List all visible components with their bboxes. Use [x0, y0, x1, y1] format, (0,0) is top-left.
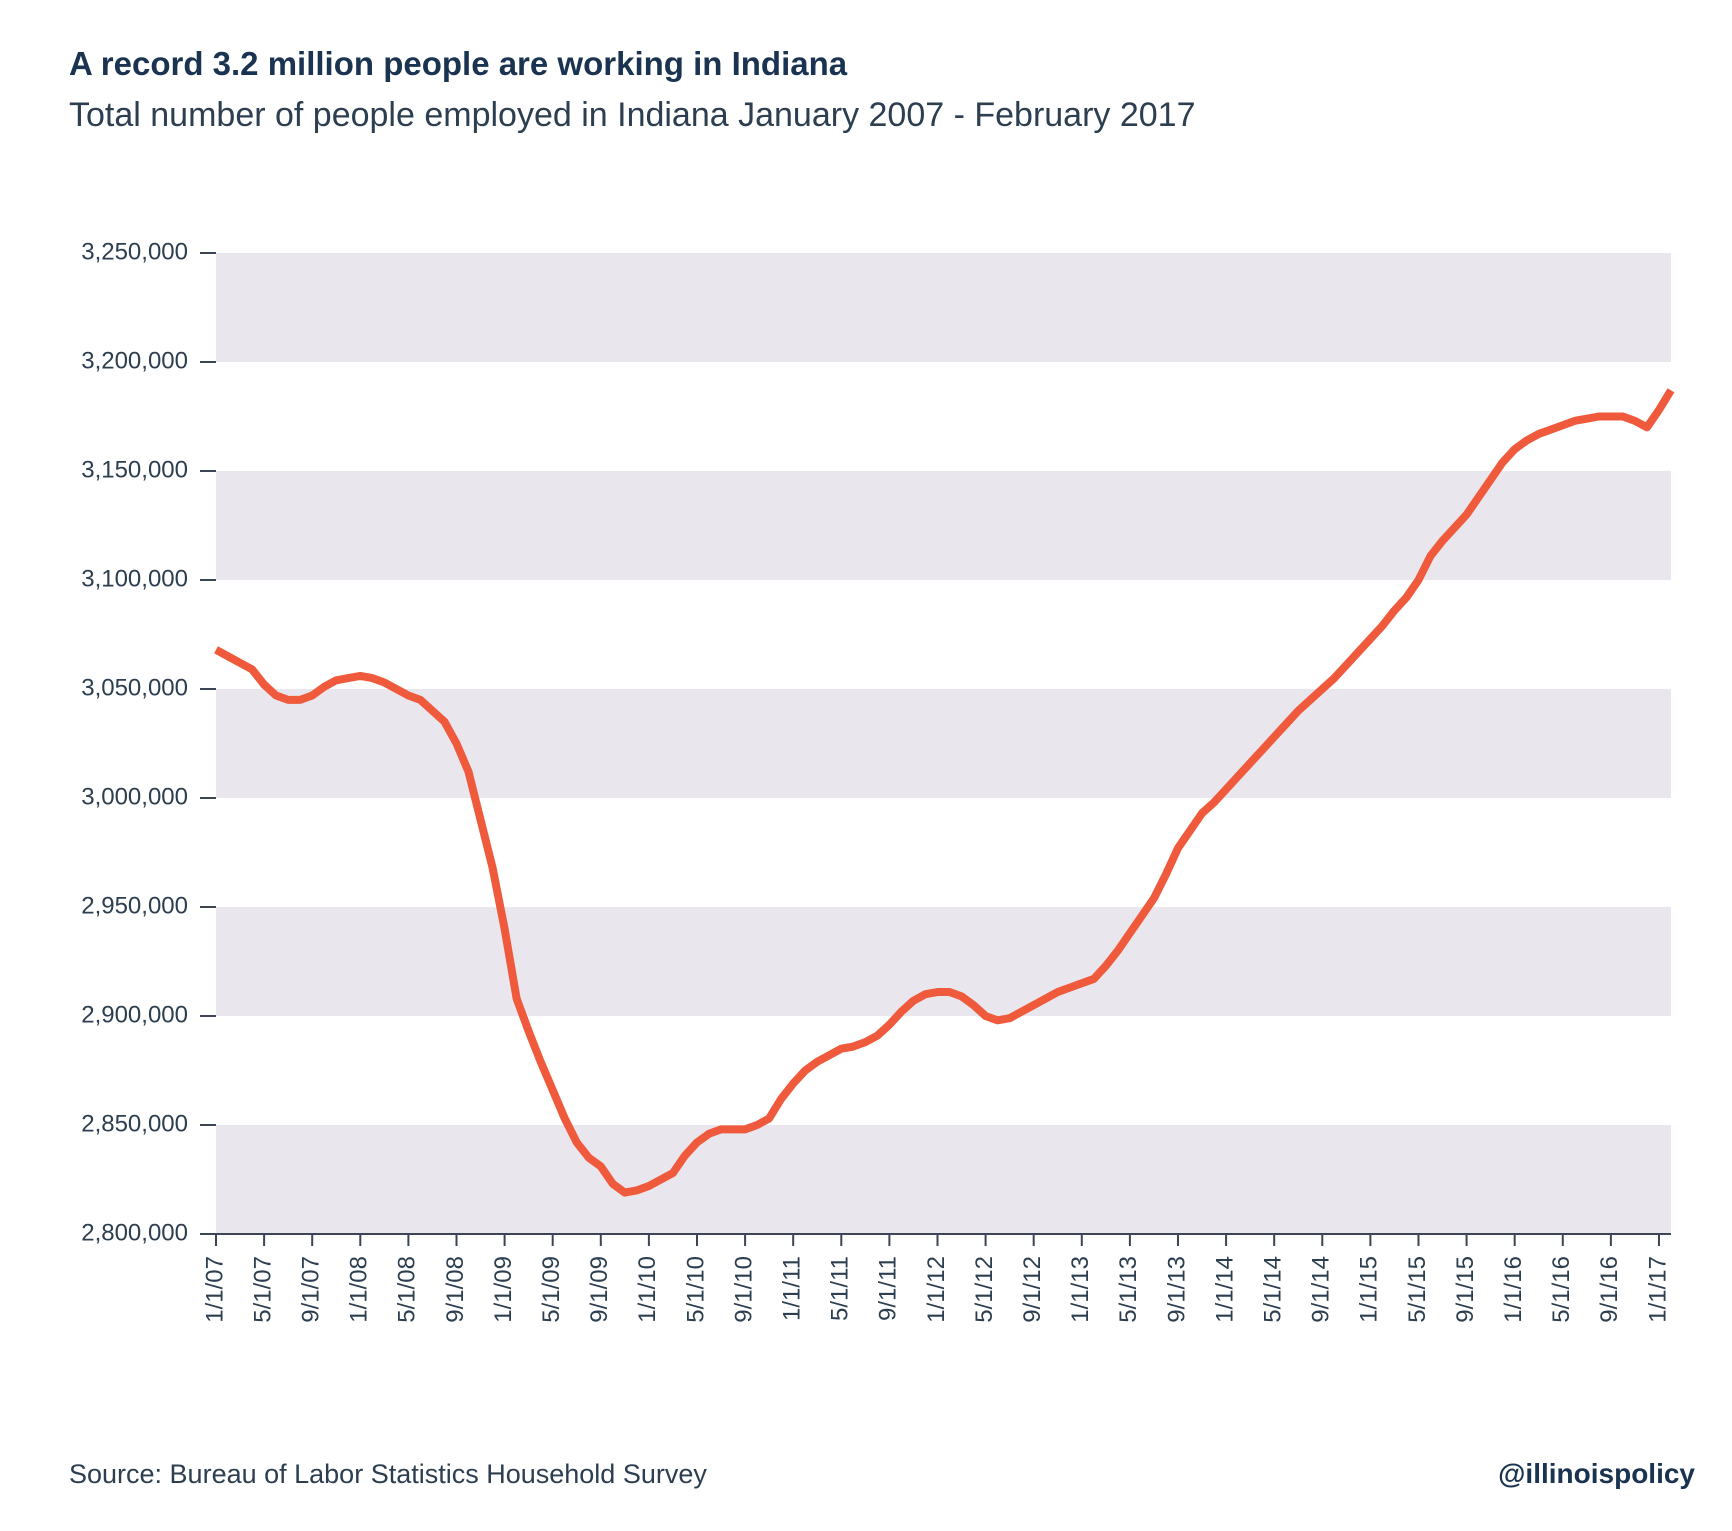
x-tick-label: 5/1/07 [249, 1256, 276, 1323]
x-tick-label: 1/1/15 [1356, 1256, 1383, 1323]
x-tick-label: 9/1/16 [1596, 1256, 1623, 1323]
grid-band [216, 253, 1671, 362]
chart-subtitle: Total number of people employed in India… [69, 96, 1196, 134]
x-tick-label: 1/1/10 [634, 1256, 661, 1323]
x-tick-label: 5/1/15 [1404, 1256, 1431, 1323]
x-tick-label: 9/1/13 [1163, 1256, 1190, 1323]
bands [216, 253, 1671, 1234]
x-tick-label: 5/1/08 [394, 1256, 421, 1323]
chart-title: A record 3.2 million people are working … [69, 45, 848, 82]
grid-band [216, 689, 1671, 798]
x-tick-label: 5/1/13 [1115, 1256, 1142, 1323]
x-tick-label: 5/1/09 [538, 1256, 565, 1323]
x-tick-label: 9/1/14 [1308, 1256, 1335, 1323]
grid-band [216, 1125, 1671, 1234]
x-tick-label: 1/1/13 [1067, 1256, 1094, 1323]
source-note: Source: Bureau of Labor Statistics House… [69, 1459, 707, 1489]
x-tick-label: 1/1/11 [779, 1256, 806, 1321]
x-tick-label: 5/1/11 [827, 1256, 854, 1321]
grid-band [216, 907, 1671, 1016]
y-tick-label: 2,800,000 [81, 1219, 188, 1246]
axes: 2,800,000 2,850,000 2,900,000 2,950,000 3,00… [81, 238, 1671, 1322]
x-tick-label: 1/1/17 [1644, 1256, 1671, 1323]
y-tick-label: 3,200,000 [81, 347, 188, 374]
x-tick-label: 1/1/14 [1211, 1256, 1238, 1323]
y-tick-label: 3,100,000 [81, 565, 188, 592]
y-tick-label: 3,050,000 [81, 674, 188, 701]
y-tick-label: 3,000,000 [81, 783, 188, 810]
x-tick-label: 1/1/09 [490, 1256, 517, 1323]
x-tick-label: 9/1/15 [1452, 1256, 1479, 1323]
y-tick-label: 2,900,000 [81, 1001, 188, 1028]
x-tick-label: 5/1/10 [682, 1256, 709, 1323]
x-tick-label: 1/1/16 [1500, 1256, 1527, 1323]
y-tick-label: 2,850,000 [81, 1110, 188, 1137]
y-tick-label: 3,150,000 [81, 456, 188, 483]
x-tick-label: 5/1/14 [1260, 1256, 1287, 1323]
x-tick-label: 9/1/08 [442, 1256, 469, 1323]
x-tick-label: 9/1/10 [730, 1256, 757, 1323]
x-tick-label: 5/1/16 [1548, 1256, 1575, 1323]
plot [214, 388, 1675, 1197]
x-tick-label: 1/1/12 [923, 1256, 950, 1323]
x-tick-label: 5/1/12 [971, 1256, 998, 1323]
y-tick-label: 3,250,000 [81, 238, 188, 265]
data-line [214, 388, 1675, 1197]
y-tick-label: 2,950,000 [81, 892, 188, 919]
x-tick-label: 1/1/08 [346, 1256, 373, 1323]
x-tick-label: 9/1/12 [1019, 1256, 1046, 1323]
x-tick-label: 9/1/09 [586, 1256, 613, 1323]
x-tick-label: 9/1/11 [875, 1256, 902, 1321]
credit: @illinoispolicy [1498, 1458, 1695, 1489]
x-tick-label: 1/1/07 [201, 1256, 228, 1323]
x-tick-label: 9/1/07 [298, 1256, 325, 1323]
